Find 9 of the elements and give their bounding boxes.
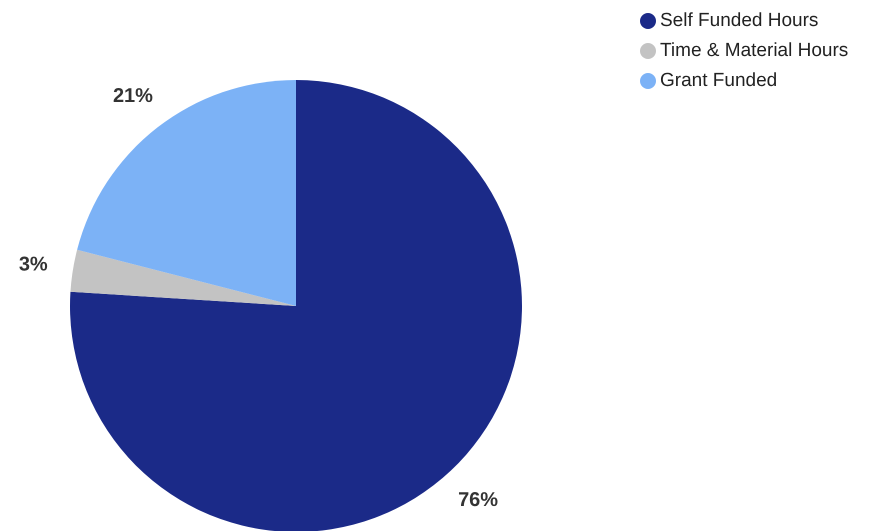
data-label: 76%: [458, 488, 498, 511]
pie-slice: [70, 80, 522, 531]
data-label: 3%: [18, 253, 48, 276]
pie-slice: [70, 250, 296, 306]
pie-slice: [77, 80, 296, 306]
data-label: 21%: [112, 84, 154, 107]
legend-label: Time & Material Hours: [660, 40, 848, 61]
legend-label: Grant Funded: [660, 70, 778, 91]
legend-label: Self Funded Hours: [660, 10, 818, 31]
